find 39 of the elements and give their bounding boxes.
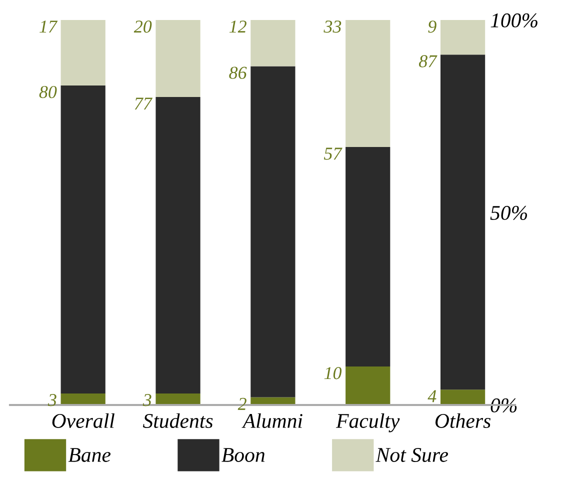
x-tick-label: Faculty [336, 413, 400, 432]
y-tick-label: 50% [490, 206, 527, 220]
x-tick-label: Alumni [242, 413, 302, 428]
bar [250, 20, 296, 66]
data-label: 3 [48, 394, 56, 406]
data-label: 4 [428, 390, 436, 402]
bar [156, 393, 200, 405]
legend-label: Boon [222, 448, 265, 462]
bar [60, 85, 106, 394]
x-tick-label: Others [435, 413, 491, 428]
legend-label: Bane [68, 448, 111, 462]
data-label: 17 [40, 20, 58, 33]
data-label: 80 [39, 86, 57, 98]
bar [156, 20, 200, 97]
data-label: 57 [324, 148, 342, 160]
data-label: 2 [238, 398, 246, 410]
data-label: 86 [229, 66, 247, 79]
bar [346, 147, 390, 366]
data-label: 87 [419, 55, 438, 68]
legend-label: Not Sure [376, 448, 448, 462]
bar [346, 366, 390, 405]
bar [156, 97, 200, 394]
bar [440, 54, 486, 390]
bar [60, 393, 106, 405]
data-label: 3 [142, 394, 152, 406]
bar [346, 20, 390, 148]
bar [440, 390, 486, 405]
bar [250, 66, 296, 398]
y-tick-label: 100% [490, 13, 538, 28]
data-label: 20 [134, 20, 152, 33]
data-label: 33 [324, 20, 342, 33]
x-tick-label: Overall [52, 413, 114, 428]
data-label: 12 [229, 20, 246, 33]
bar [60, 20, 106, 86]
data-label: 9 [428, 20, 436, 33]
data-label: 10 [324, 367, 342, 380]
x-tick-label: Students [142, 413, 213, 428]
bar [440, 20, 486, 55]
data-label: 77 [134, 98, 153, 110]
